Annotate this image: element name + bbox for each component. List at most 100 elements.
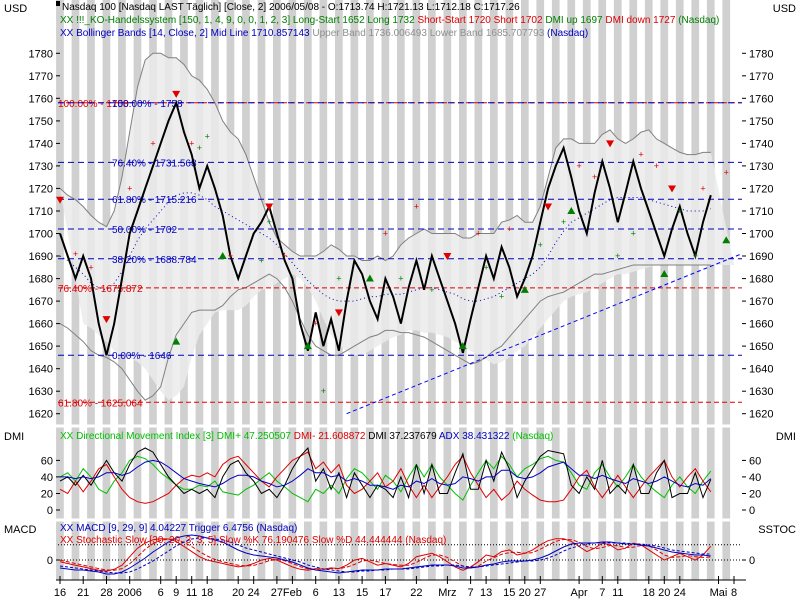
long-plus-marker: + xyxy=(267,217,272,227)
macd-header-line-segment: XX MACD [9, 29, 9] 4.04227 xyxy=(60,523,189,534)
stoch-header-line-segment: Slow %D 44.444444 xyxy=(312,535,405,546)
long-plus-marker: + xyxy=(321,386,326,396)
price-tick-label-right: 1660 xyxy=(749,319,773,331)
macd-line xyxy=(59,534,711,575)
price-tick-label-right: 1640 xyxy=(749,364,773,376)
x-tick-label: 20 xyxy=(232,587,244,599)
long-plus-marker: + xyxy=(499,292,504,302)
short-plus-marker: + xyxy=(88,262,93,272)
system-header-line-segment: Short-Start 1720 xyxy=(417,15,493,26)
day-shade xyxy=(273,0,281,580)
macd-right-label: SSTOC xyxy=(758,524,796,536)
x-tick-label: 22 xyxy=(410,587,422,599)
price-tick-label-right: 1700 xyxy=(749,229,773,241)
price-tick-label-left: 1720 xyxy=(29,183,53,195)
long-plus-marker: + xyxy=(538,240,543,250)
short-signal-marker xyxy=(668,185,677,193)
dmi-tick-label-right: 0 xyxy=(749,505,755,517)
stoch-header-line: XX Stochastic Slow [30, 20, 3, 3, 5] Slo… xyxy=(60,535,446,546)
long-plus-marker: + xyxy=(398,274,403,284)
lower-band-line xyxy=(59,264,711,401)
price-tick-label-right: 1630 xyxy=(749,386,773,398)
fib-level-label: 100.00% - 1758 xyxy=(112,99,183,110)
macd-tick-label-left: 0 xyxy=(47,555,53,567)
fib-level-label: 76.40% - 1675.872 xyxy=(58,284,143,295)
long-signal-marker xyxy=(365,274,374,282)
long-signal-marker xyxy=(458,342,467,350)
x-tick-label: 18 xyxy=(201,587,213,599)
short-plus-marker: + xyxy=(150,138,155,148)
price-tick-label-left: 1630 xyxy=(29,386,53,398)
x-tick-label: 2006 xyxy=(117,587,141,599)
bollinger-band-area xyxy=(60,53,734,401)
dmi-series-adx xyxy=(60,459,712,490)
bollinger-header-line-segment: (Nasdaq) xyxy=(547,28,588,39)
short-plus-marker: + xyxy=(592,172,597,182)
long-signal-marker xyxy=(520,285,529,293)
x-tick-label: 28 xyxy=(100,587,112,599)
x-tick-label: 11 xyxy=(186,587,197,599)
fib-level-label: 0.00% - 1646 xyxy=(112,351,172,362)
fib-level-label: 100.00% - 1758 xyxy=(58,99,129,110)
long-plus-marker: + xyxy=(483,262,488,272)
price-tick-label-left: 1690 xyxy=(29,251,53,263)
fib-level-label: 61.80% - 1625.064 xyxy=(58,398,143,409)
dmi-header-line-segment: DMI+ 47.250507 xyxy=(217,431,294,442)
x-tick-label: 16 xyxy=(54,587,66,599)
stoch-header-line-segment: Slow %K 76.190476 xyxy=(219,535,312,546)
price-tick-label-right: 1690 xyxy=(749,251,773,263)
x-tick-label: Mrz xyxy=(438,587,456,599)
fib-level-label: 61.80% - 1715.216 xyxy=(112,195,197,206)
price-tick-label-right: 1670 xyxy=(749,296,773,308)
long-signal-marker xyxy=(660,270,669,278)
header-text: Nasdaq 100 [Nasdaq LAST Täglich] [Close,… xyxy=(56,1,719,546)
short-plus-marker: + xyxy=(73,249,78,259)
macd-tick-label-right: 0 xyxy=(749,555,755,567)
x-tick-label: 7 xyxy=(468,587,474,599)
system-header-line-segment: Long 1732 xyxy=(367,15,417,26)
long-plus-marker: + xyxy=(677,206,682,216)
system-header-line-segment: Short 1702 xyxy=(494,15,546,26)
long-plus-marker: + xyxy=(693,251,698,261)
dmi-tick-label-left: 0 xyxy=(47,505,53,517)
dmi-header-line: XX Directional Movement Index [3] DMI+ 4… xyxy=(60,431,553,442)
macd-header-line: XX MACD [9, 29, 9] 4.04227 Trigger 6.475… xyxy=(60,523,297,534)
dmi-tick-label-right: 60 xyxy=(749,455,761,467)
short-plus-marker: + xyxy=(576,161,581,171)
price-header-line-segment: Nasdaq 100 [Nasdaq LAST Täglich] [Close,… xyxy=(62,2,520,13)
x-tick-label: 11 xyxy=(612,587,623,599)
dmi-header-line-segment: ADX 38.431322 xyxy=(439,431,512,442)
day-shade xyxy=(675,0,684,580)
price-tick-label-left: 1710 xyxy=(29,206,53,218)
price-tick-label-left: 1750 xyxy=(29,116,53,128)
short-plus-marker: + xyxy=(638,150,643,160)
dmi-tick-label-left: 60 xyxy=(41,455,53,467)
short-signal-marker xyxy=(443,253,452,261)
long-signal-marker xyxy=(567,206,576,214)
short-plus-marker: + xyxy=(654,161,659,171)
dmi-tick-label-left: 20 xyxy=(41,489,53,501)
x-tick-label: 27 xyxy=(534,587,546,599)
price-tick-label-left: 1760 xyxy=(29,93,53,105)
bollinger-header-line-segment: Lower Band 1685.707793 xyxy=(430,28,547,39)
day-shade xyxy=(613,0,622,580)
x-tick-label: Mai xyxy=(710,587,728,599)
price-right-label: USD xyxy=(773,3,796,15)
price-tick-label-right: 1740 xyxy=(749,138,773,150)
short-signal-marker xyxy=(606,140,615,148)
price-tick-label-right: 1730 xyxy=(749,161,773,173)
fib-level-label: 38.20% - 1688.784 xyxy=(112,255,197,266)
day-shade xyxy=(706,0,715,580)
mid-line xyxy=(59,192,711,302)
price-tick-label-right: 1680 xyxy=(749,274,773,286)
upper-band-line xyxy=(59,52,711,262)
long-plus-marker: + xyxy=(336,274,341,284)
short-plus-marker: + xyxy=(476,229,481,239)
trend-line xyxy=(346,253,742,415)
price-tick-label-right: 1750 xyxy=(749,116,773,128)
price-tick-label-left: 1650 xyxy=(29,341,53,353)
short-plus-marker: + xyxy=(383,229,388,239)
short-signal-marker xyxy=(172,90,181,98)
system-header-line-segment: DMI down 1727 xyxy=(605,15,678,26)
